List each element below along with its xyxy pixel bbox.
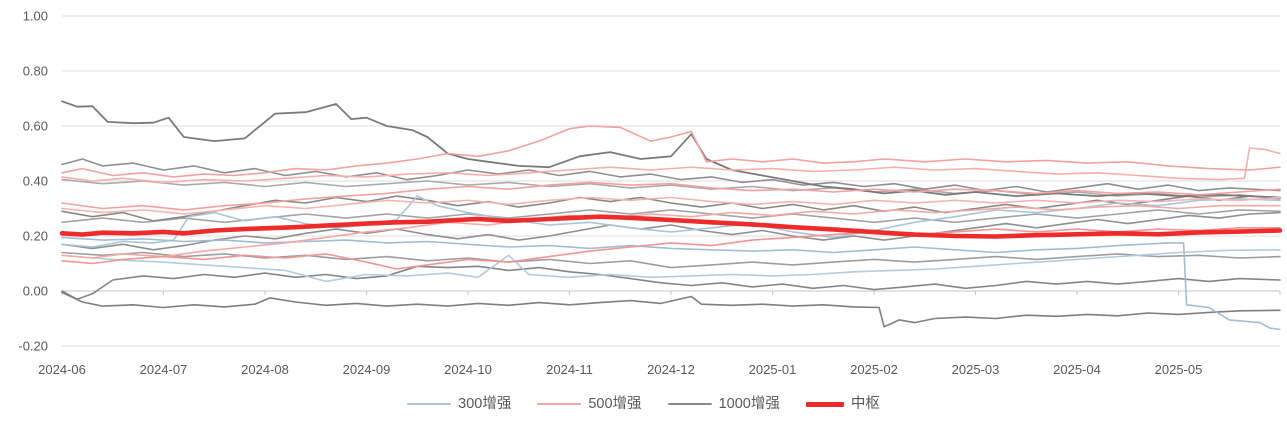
x-axis-label: 2025-02 — [850, 362, 898, 377]
x-axis-label: 2024-06 — [38, 362, 86, 377]
y-axis-label: 0.60 — [23, 119, 48, 134]
legend: 300增强 500增强 1000增强 中枢 — [0, 394, 1287, 414]
y-axis-label: 0.00 — [23, 284, 48, 299]
legend-line-1000-icon — [667, 403, 712, 405]
series-line-500增强-1 — [61, 125, 1281, 178]
series-line-300增强-1 — [61, 195, 1281, 248]
x-axis-label: 2025-03 — [952, 362, 1000, 377]
legend-item-300: 300增强 — [407, 394, 511, 414]
series-line-中枢 — [59, 214, 1283, 239]
x-axis-label: 2024-08 — [241, 362, 289, 377]
x-axis-label: 2024-09 — [343, 362, 391, 377]
legend-label-500: 500增强 — [588, 396, 642, 412]
plot-area: 1.00 0.80 0.60 0.40 0.20 0.00 -0.20 2024-06 2024… — [18, 9, 1283, 377]
series-line-500增强-3 — [61, 181, 1281, 211]
legend-line-center-icon — [805, 401, 844, 407]
legend-item-500: 500增强 — [537, 394, 642, 414]
x-axis-label: 2024-10 — [444, 362, 492, 377]
series-line-1000增强-06 — [61, 211, 1281, 251]
series-line-1000增强-04 — [61, 158, 1281, 193]
y-axis-label: 0.80 — [23, 64, 48, 79]
series-line-500增强-5 — [61, 204, 1281, 259]
series-line-1000增强-03 — [61, 251, 1281, 269]
series-line-500增强-2 — [61, 147, 1281, 184]
series-line-1000增强-01 — [61, 178, 1281, 200]
x-axis-label: 2025-04 — [1053, 362, 1101, 377]
y-axis-label: 0.40 — [23, 174, 48, 189]
y-axis-label: 0.20 — [23, 229, 48, 244]
legend-label-1000: 1000增强 — [718, 396, 780, 412]
legend-line-500-icon — [537, 403, 582, 405]
series-line-500增强-6 — [61, 227, 1281, 270]
y-axis-label: -0.20 — [18, 339, 48, 354]
legend-item-center: 中枢 — [805, 394, 880, 414]
series-line-1000增强-07 — [61, 265, 1281, 301]
legend-label-300: 300增强 — [458, 396, 512, 412]
legend-label-center: 中枢 — [850, 396, 880, 412]
x-axis-label: 2025-05 — [1155, 362, 1203, 377]
series-line-1000增强-09 — [61, 100, 1281, 199]
x-axis-label: 2024-11 — [546, 362, 593, 377]
series-line-1000增强-08 — [61, 291, 1281, 328]
x-axis-label: 2024-07 — [140, 362, 188, 377]
series-line-500增强-4 — [61, 196, 1281, 215]
x-axis-label: 2024-12 — [647, 362, 695, 377]
series-line-300增强-2 — [61, 249, 1281, 283]
x-axis-label: 2025-01 — [749, 362, 797, 377]
legend-item-1000: 1000增强 — [667, 394, 780, 414]
y-axis-label: 1.00 — [23, 9, 48, 24]
legend-line-300-icon — [407, 403, 452, 405]
